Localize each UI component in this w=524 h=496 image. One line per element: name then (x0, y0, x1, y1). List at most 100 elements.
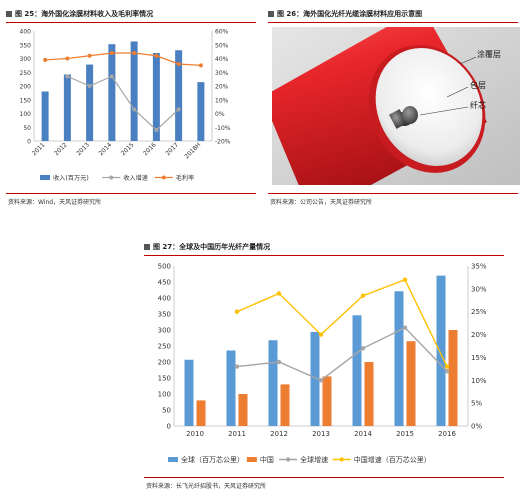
legend-label: 全球（百万芯公里） (181, 455, 244, 464)
legend-marker (285, 457, 291, 462)
x-tick-label: 2011 (31, 141, 47, 157)
bar (436, 275, 446, 426)
legend-marker (161, 175, 166, 180)
figure-25-bottom-rule (6, 193, 256, 194)
y2-tick-label: 10% (215, 97, 229, 104)
data-point (109, 74, 114, 79)
y2-tick-label: -10% (215, 125, 231, 132)
figure-25-panel: 图 25：海外国化涂膜材料收入及毛利率情况 0 50 100 150 200 250 300… (0, 0, 262, 210)
bar (310, 331, 320, 426)
bar (63, 74, 71, 141)
series-line (236, 278, 448, 367)
y2-tick-label: 0% (471, 423, 482, 431)
data-point (402, 325, 408, 330)
fiber-structure-illustration (272, 27, 520, 185)
data-point (402, 277, 408, 282)
bar (86, 64, 94, 141)
bar (196, 400, 206, 426)
bar (41, 91, 49, 141)
bar (448, 330, 458, 426)
bar (322, 376, 332, 426)
y-tick-label: 150 (20, 97, 32, 104)
legend-swatch (40, 175, 50, 180)
x-tick-label: 2013 (312, 430, 330, 438)
bar (364, 362, 374, 426)
figure-26-top-rule (268, 22, 518, 23)
figure-26-bottom-rule (268, 193, 518, 194)
figure-marker-icon (144, 244, 150, 250)
figure-26-title: 图 26：海外国化光纤光缆涂膜材料应用示意图 (268, 9, 422, 19)
data-point (360, 346, 366, 351)
data-point (65, 74, 70, 79)
y-tick-label: 50 (23, 125, 31, 132)
y-tick-label: 200 (158, 359, 171, 367)
data-point (132, 51, 137, 55)
data-point (276, 291, 282, 296)
figure-marker-icon (268, 11, 274, 17)
legend-marker (339, 457, 344, 462)
revenue-margin-chart: 0 50 100 150 200 250 300 350 400 -20% -10% 0% 10% 20%… (20, 29, 231, 183)
y-tick-label: 300 (20, 56, 32, 63)
bar (268, 340, 278, 426)
y2-tick-label: 10% (471, 377, 487, 385)
figure-26-source: 资料来源：公司公告，天风证券研究所 (270, 199, 373, 206)
series-line (236, 326, 448, 382)
y2-tick-label: 40% (215, 56, 229, 63)
figure-25-top-rule (6, 22, 256, 23)
data-point (234, 309, 240, 314)
y2-tick-label: 15% (471, 354, 487, 362)
series-line (67, 75, 180, 131)
y2-tick-label: 0% (215, 111, 225, 118)
bar (406, 341, 416, 426)
y-tick-label: 100 (20, 111, 32, 118)
bar (175, 50, 183, 141)
legend-swatch (168, 457, 178, 462)
data-point (65, 56, 70, 61)
y-tick-label: 450 (158, 279, 171, 287)
y2-tick-label: 30% (471, 285, 487, 293)
legend-label: 中国 (260, 455, 274, 464)
data-point (109, 51, 114, 55)
series-line (45, 52, 201, 66)
data-point (132, 107, 137, 112)
bar (352, 315, 362, 426)
cladding-layer-label: 包层 (470, 81, 486, 90)
y-tick-label: 300 (158, 327, 171, 335)
legend-swatch (246, 457, 257, 462)
legend-label: 收入(百万元) (53, 174, 89, 182)
fiber-structure-photo: 涂覆层 包层 纤芯 (272, 27, 520, 185)
fiber-output-chart: 0 50 100 150 200 250 300 350 400 450 500 0% 5% 10% 15%… (158, 263, 487, 465)
y2-tick-label: 30% (215, 70, 229, 77)
x-tick-label: 2015 (120, 141, 136, 157)
bar (280, 384, 290, 426)
figure-27-source: 资料来源：长飞光纤招股书，天风证券研究所 (146, 483, 267, 490)
data-point (87, 84, 92, 88)
x-tick-label: 2016 (142, 141, 158, 157)
data-point (87, 53, 92, 58)
x-tick-label: 2014 (354, 430, 372, 438)
data-point (154, 53, 159, 58)
figure-25-title: 图 25：海外国化涂膜材料收入及毛利率情况 (6, 9, 153, 19)
legend-label: 毛利率 (176, 174, 195, 182)
data-point (43, 57, 48, 62)
data-point (198, 63, 203, 68)
data-point (444, 368, 450, 374)
y-tick-label: 400 (158, 295, 171, 303)
data-point (276, 359, 282, 365)
y-tick-label: 350 (158, 311, 171, 319)
x-tick-label: 2014 (98, 141, 114, 157)
x-tick-label: 2012 (270, 430, 288, 438)
y2-tick-label: 50% (215, 42, 229, 49)
legend-label: 中国增速（百万芯公里） (354, 455, 431, 464)
bar (108, 44, 116, 142)
x-tick-label: 2012 (53, 141, 69, 157)
figure-25-source: 资料来源：Wind，天风证券研究所 (8, 199, 102, 206)
y-tick-label: 0 (27, 139, 31, 146)
y2-tick-label: 35% (471, 263, 487, 271)
y-tick-label: 200 (20, 84, 32, 91)
data-point (154, 128, 159, 132)
cladding-face (375, 48, 483, 166)
y-tick-label: 250 (158, 343, 171, 351)
data-point (444, 364, 450, 369)
y-tick-label: 400 (20, 29, 32, 36)
